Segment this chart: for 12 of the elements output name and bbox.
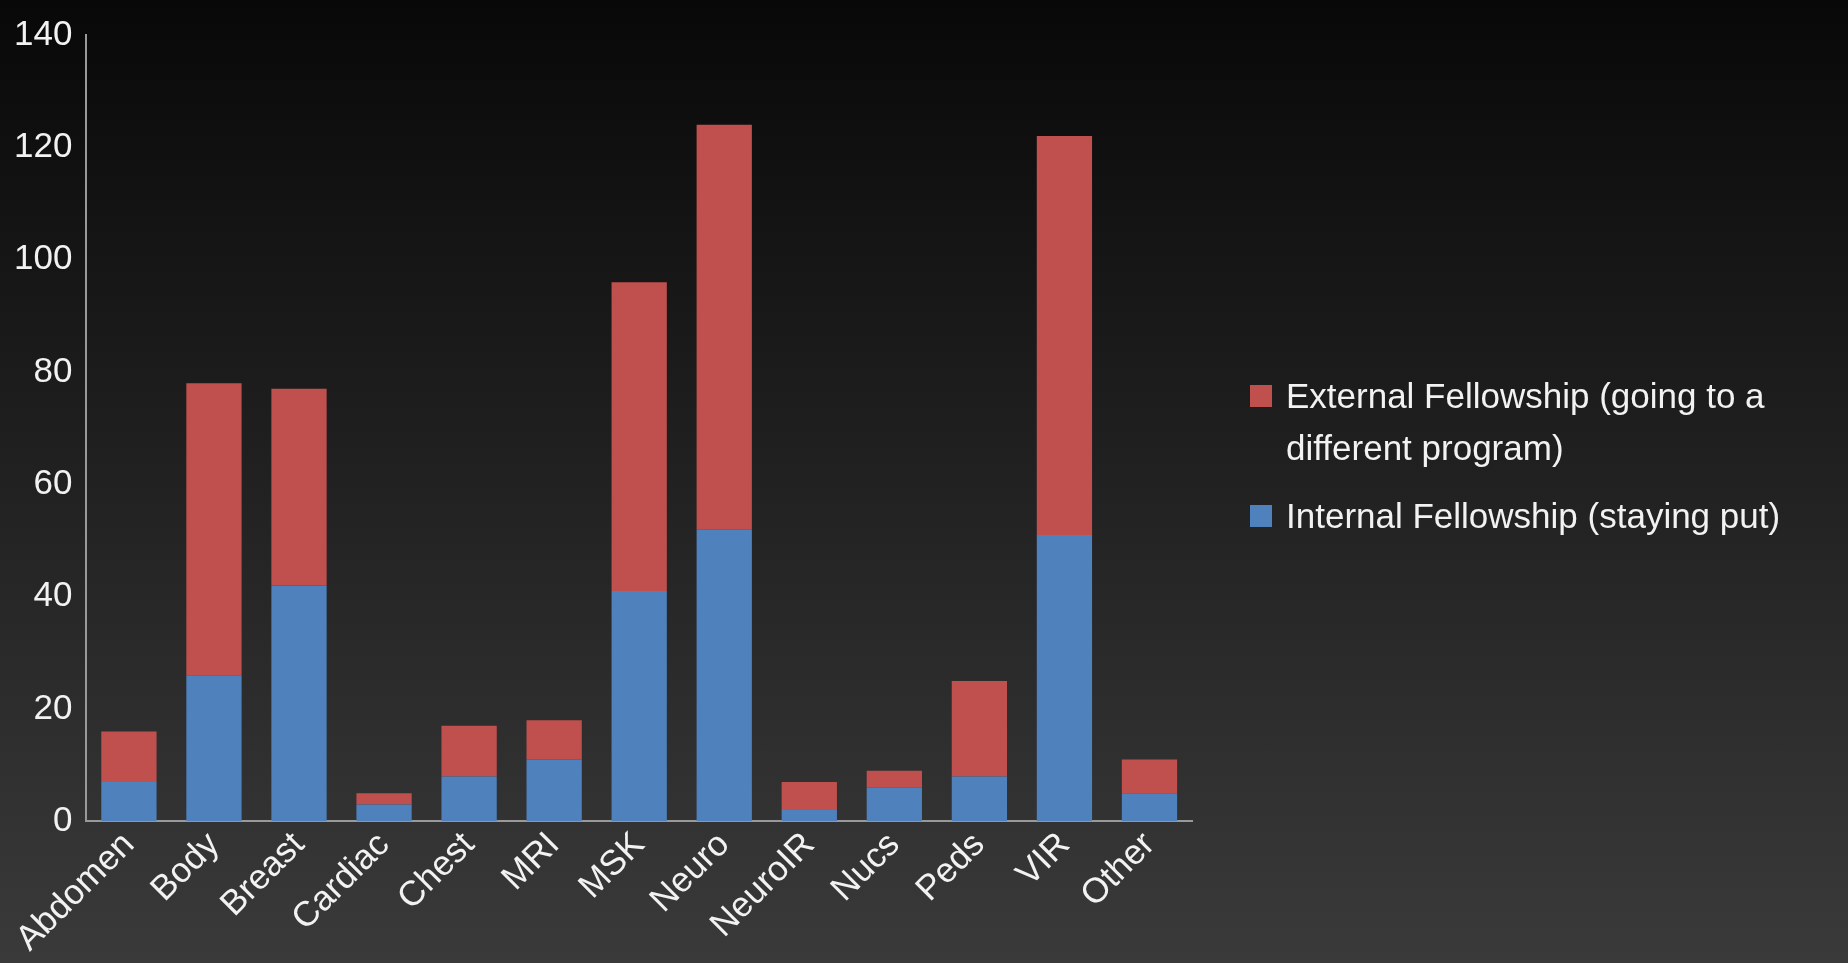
y-tick-label: 40 — [33, 574, 73, 614]
y-tick-label: 80 — [33, 349, 73, 389]
legend-label: External Fellowship (going to a different program) — [1286, 376, 1765, 467]
y-tick-label: 120 — [13, 124, 73, 164]
x-tick-label: VIR — [1007, 823, 1077, 893]
x-tick-label: MRI — [492, 823, 566, 897]
y-tick-label: 140 — [13, 12, 73, 52]
y-tick-label: 100 — [13, 237, 73, 277]
y-tick-label: 0 — [52, 799, 73, 839]
legend-label: Internal Fellowship (staying put) — [1286, 496, 1781, 535]
y-tick-label: 60 — [33, 462, 73, 501]
y-tick-label: 20 — [33, 686, 73, 726]
